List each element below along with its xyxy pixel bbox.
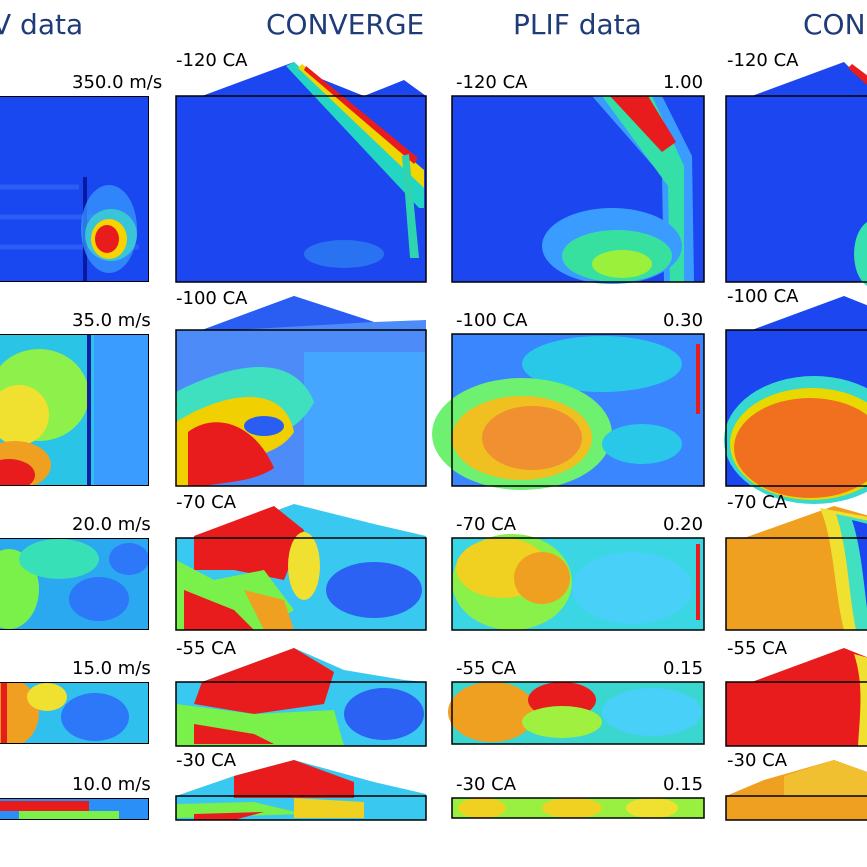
converge2-field-4 (725, 648, 867, 747)
plif-field-4 (448, 681, 705, 745)
converge2-angle-label-3: -70 CA (727, 492, 788, 513)
piv-scale-label-4: 15.0 m/s (72, 658, 151, 679)
plif-max-label-3: 0.20 (663, 514, 704, 535)
converge-field-1 (175, 62, 427, 283)
piv-panel-5 (0, 798, 149, 820)
converge2-angle-label-4: -55 CA (727, 638, 788, 659)
converge2-field-2 (724, 296, 867, 504)
plif-field-2 (432, 333, 705, 490)
piv-scale-label-2: 35.0 m/s (72, 310, 151, 331)
converge-angle-label-4: -55 CA (176, 638, 237, 659)
piv-panel-3 (0, 538, 149, 630)
piv-field-1 (0, 97, 148, 281)
converge-angle-label-1: -120 CA (176, 50, 248, 71)
plif-column-title: PLIF data (513, 8, 642, 41)
piv-field-5 (0, 799, 148, 819)
plif-max-label-2: 0.30 (663, 310, 704, 331)
converge2-field-5 (725, 760, 867, 821)
plif-max-label-1: 1.00 (663, 72, 704, 93)
converge2-column-title: CON (803, 8, 866, 41)
piv-column-title: V data (0, 8, 84, 41)
converge-column-title: CONVERGE (266, 8, 425, 41)
converge2-angle-label-5: -30 CA (727, 750, 788, 771)
plif-angle-label-1: -120 CA (456, 72, 528, 93)
converge-angle-label-2: -100 CA (176, 288, 248, 309)
converge-angle-label-3: -70 CA (176, 492, 237, 513)
converge-angle-label-5: -30 CA (176, 750, 237, 771)
plif-angle-label-5: -30 CA (456, 774, 517, 795)
converge-field-3 (175, 504, 427, 631)
piv-panel-1 (0, 96, 149, 282)
piv-scale-label-5: 10.0 m/s (72, 774, 151, 795)
piv-scale-label-1: 350.0 m/s (72, 72, 163, 93)
converge2-angle-label-1: -120 CA (727, 50, 799, 71)
plif-max-label-5: 0.15 (663, 774, 704, 795)
converge-field-5 (175, 760, 427, 821)
piv-field-4 (0, 683, 148, 743)
plif-angle-label-3: -70 CA (456, 514, 517, 535)
converge-field-4 (175, 648, 427, 747)
converge2-angle-label-2: -100 CA (727, 286, 799, 307)
plif-max-label-4: 0.15 (663, 658, 704, 679)
piv-panel-2 (0, 334, 149, 486)
piv-field-3 (0, 539, 148, 629)
plif-field-1 (451, 95, 705, 284)
converge-field-2 (175, 296, 427, 487)
converge2-field-1 (725, 62, 867, 286)
plif-angle-label-4: -55 CA (456, 658, 517, 679)
plif-field-5 (451, 797, 705, 819)
converge2-field-3 (725, 506, 867, 631)
piv-panel-4 (0, 682, 149, 744)
piv-field-2 (0, 335, 148, 485)
plif-angle-label-2: -100 CA (456, 310, 528, 331)
plif-field-3 (451, 534, 705, 631)
piv-scale-label-3: 20.0 m/s (72, 514, 151, 535)
